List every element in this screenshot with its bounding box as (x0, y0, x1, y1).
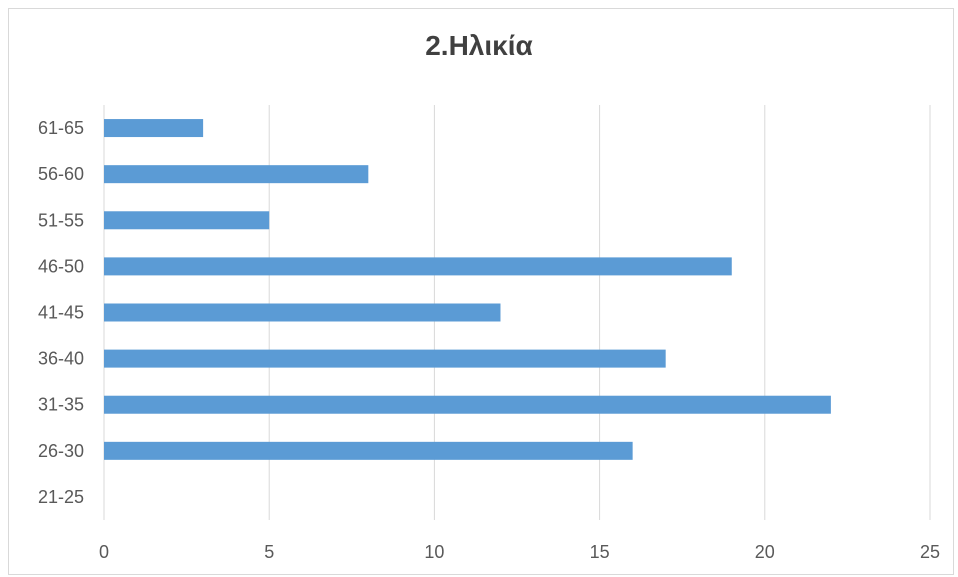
bars (104, 119, 831, 460)
y-tick-label: 41-45 (38, 303, 84, 323)
y-tick-label: 56-60 (38, 164, 84, 184)
y-axis-labels: 21-25 26-30 31-35 36-40 41-45 46-50 51-55 56-60… (38, 118, 84, 507)
bar-46-50 (104, 257, 732, 276)
x-tick-label: 15 (590, 542, 610, 562)
y-tick-label: 46-50 (38, 256, 84, 276)
x-axis-labels: 0 5 10 15 20 25 (99, 542, 940, 562)
bar-61-65 (104, 119, 204, 138)
bar-41-45 (104, 303, 501, 322)
chart-frame (8, 8, 954, 575)
y-tick-label: 31-35 (38, 395, 84, 415)
y-tick-label: 21-25 (38, 487, 84, 507)
bar-56-60 (104, 165, 369, 184)
x-tick-label: 5 (264, 542, 274, 562)
x-tick-label: 10 (424, 542, 444, 562)
y-tick-label: 61-65 (38, 118, 84, 138)
y-tick-label: 26-30 (38, 441, 84, 461)
bar-31-35 (104, 395, 831, 414)
x-tick-label: 0 (99, 542, 109, 562)
y-tick-label: 36-40 (38, 349, 84, 369)
x-tick-label: 20 (755, 542, 775, 562)
chart-title: 2.Ηλικία (425, 30, 533, 61)
bar-51-55 (104, 211, 270, 230)
x-tick-label: 25 (920, 542, 940, 562)
y-tick-label: 51-55 (38, 210, 84, 230)
bar-26-30 (104, 441, 633, 460)
bar-36-40 (104, 349, 666, 368)
